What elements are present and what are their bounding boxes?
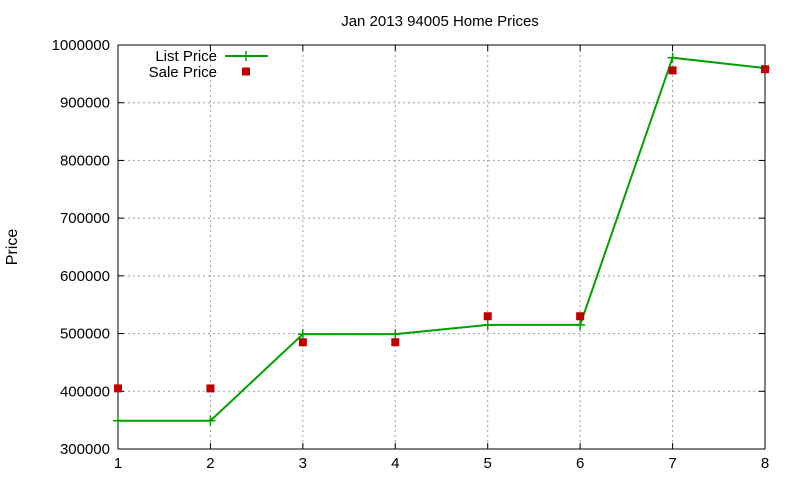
legend-sale-price-marker	[242, 67, 250, 76]
y-tick-label: 500000	[60, 326, 110, 343]
grid-lines	[118, 45, 765, 449]
plot-frame	[117, 44, 766, 450]
x-tick-label: 3	[299, 455, 307, 472]
y-tick-label: 600000	[60, 268, 110, 285]
list-price-point	[297, 329, 308, 340]
sale-price-point	[668, 66, 677, 75]
sale-price-point	[761, 65, 769, 74]
legend-label-sale-price: Sale Price	[149, 64, 217, 81]
y-tick-label: 300000	[60, 441, 110, 458]
sale-price-point	[114, 384, 122, 393]
y-tick-label: 400000	[60, 383, 110, 400]
list-price-point	[390, 329, 401, 340]
sale-price-point	[576, 312, 585, 321]
x-tick-label: 8	[761, 455, 769, 472]
sale-price-point	[483, 312, 492, 321]
x-tick-label: 4	[391, 455, 399, 472]
legend: List Price Sale Price	[149, 48, 268, 81]
list-price-point	[482, 319, 493, 330]
y-tick-label: 1000000	[52, 37, 110, 54]
sale-price-point	[298, 338, 307, 347]
list-price-line	[118, 56, 766, 422]
list-price-point	[667, 52, 678, 63]
sale-price-point	[206, 384, 215, 393]
y-tick-label: 900000	[60, 95, 110, 112]
y-tick-label: 800000	[60, 152, 110, 169]
list-price-point	[113, 415, 123, 426]
list-price-point	[575, 319, 586, 330]
y-axis-label: Price	[4, 229, 21, 266]
x-tick-label: 1	[114, 455, 122, 472]
x-tick-label: 6	[576, 455, 584, 472]
chart-title: Jan 2013 94005 Home Prices	[341, 13, 539, 30]
legend-label-list-price: List Price	[155, 48, 217, 65]
x-tick-label: 2	[206, 455, 214, 472]
sale-price-point	[391, 338, 400, 347]
x-tick-label: 7	[668, 455, 676, 472]
legend-list-price-marker	[241, 51, 251, 61]
x-tick-label: 5	[484, 455, 492, 472]
series-layer	[113, 52, 770, 426]
y-tick-label: 700000	[60, 210, 110, 227]
list-price-point	[205, 415, 216, 426]
